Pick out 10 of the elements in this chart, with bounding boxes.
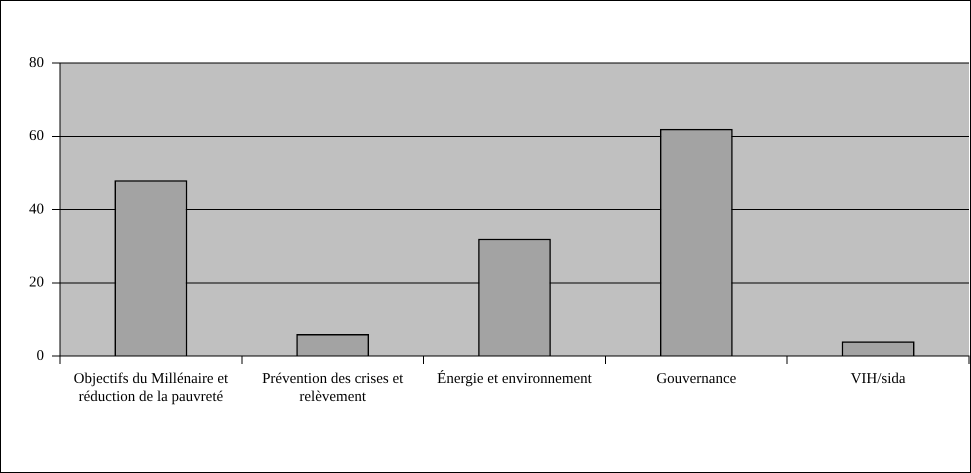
y-tick-label: 20 [29,274,44,291]
y-tick-label: 40 [29,201,44,218]
x-tick-label: VIH/sida [850,370,906,387]
y-tick-label: 0 [36,348,44,364]
x-tick-label: Prévention des crises et relèvement [262,370,404,405]
y-tick-label: 60 [29,128,44,144]
y-tick-label: 80 [29,54,44,71]
x-tick-label: Gouvernance [656,370,737,387]
x-tick-label: Énergie et environnement [437,370,593,387]
x-tick-label: Objectifs du Millénaire et réduction de la pauvreté [74,370,229,405]
